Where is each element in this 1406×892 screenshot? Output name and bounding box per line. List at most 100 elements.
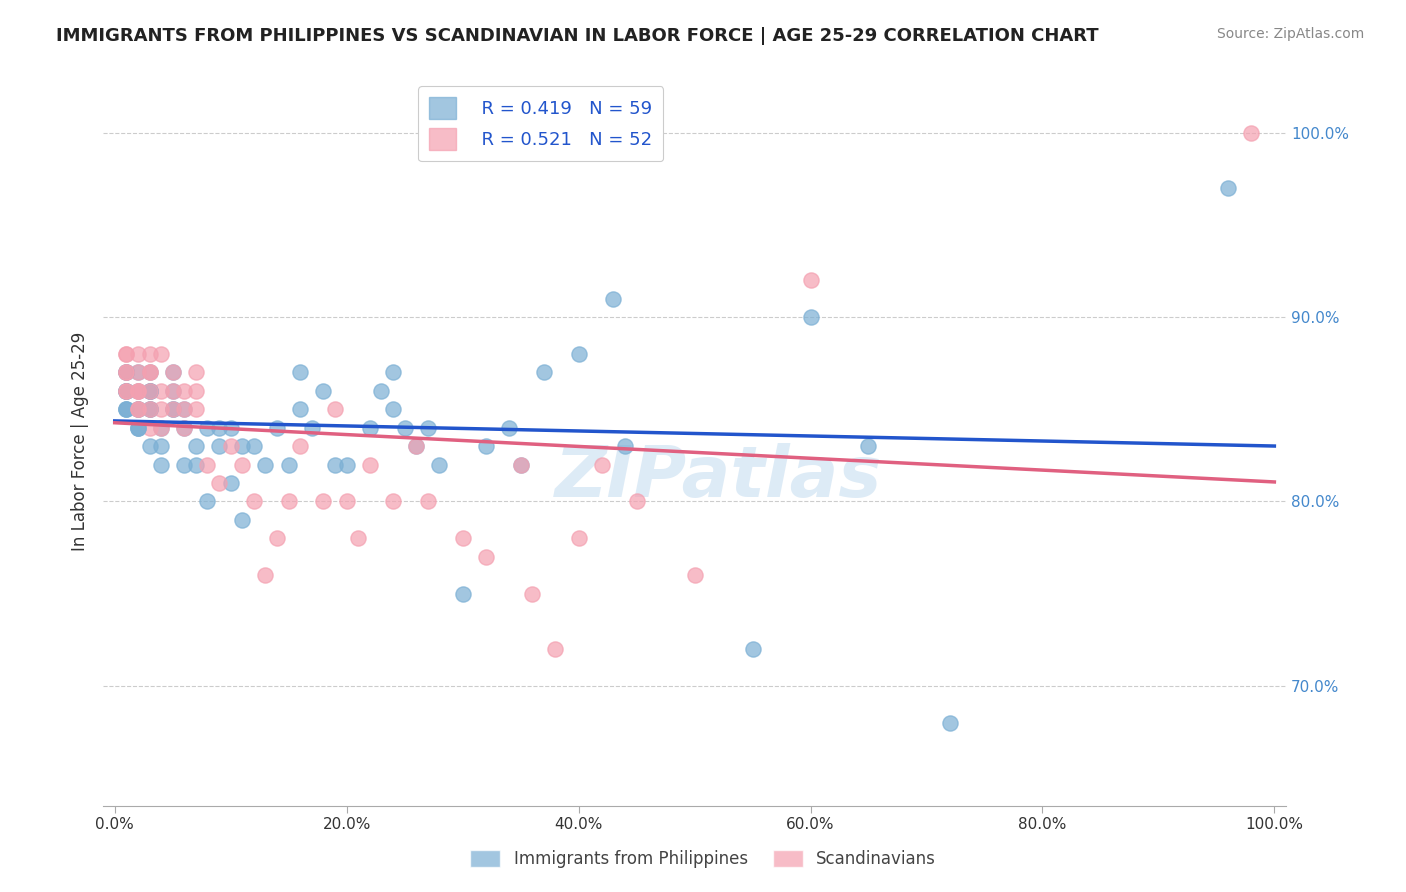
Point [138,402,160,417]
Point [138,365,160,379]
Point [184,365,207,379]
Text: ZIPatlas: ZIPatlas [554,443,882,512]
Point [626,494,648,508]
Point [683,568,706,582]
Point [173,402,195,417]
Point [394,420,416,434]
Point [115,365,138,379]
Point [138,384,160,398]
Point [382,365,405,379]
Point [266,531,288,545]
Point [208,439,231,453]
Point [382,494,405,508]
Point [115,365,138,379]
Point [127,365,149,379]
Point [173,458,195,472]
Point [231,439,253,453]
Point [162,402,184,417]
Point [522,586,544,600]
Point [336,458,359,472]
Point [254,458,277,472]
Point [127,420,149,434]
Point [173,420,195,434]
Point [115,365,138,379]
Point [312,384,335,398]
Point [138,384,160,398]
Point [127,402,149,417]
Point [138,420,160,434]
Point [115,384,138,398]
Point [336,494,359,508]
Point [323,458,346,472]
Point [150,347,173,361]
Point [219,420,242,434]
Point [509,458,531,472]
Point [858,439,880,453]
Point [405,439,427,453]
Point [150,420,173,434]
Point [127,402,149,417]
Point [799,310,821,324]
Point [138,365,160,379]
Point [359,420,381,434]
Point [197,420,219,434]
Point [138,384,160,398]
Point [254,568,277,582]
Point [219,475,242,490]
Legend:   R = 0.419   N = 59,   R = 0.521   N = 52: R = 0.419 N = 59, R = 0.521 N = 52 [418,87,664,161]
Point [115,384,138,398]
Point [312,494,335,508]
Point [208,420,231,434]
Point [799,273,821,287]
Point [1216,181,1239,195]
Point [162,365,184,379]
Point [277,458,299,472]
Point [533,365,555,379]
Point [323,402,346,417]
Point [173,402,195,417]
Point [127,402,149,417]
Point [115,347,138,361]
Point [498,420,520,434]
Point [568,347,591,361]
Point [138,347,160,361]
Y-axis label: In Labor Force | Age 25-29: In Labor Force | Age 25-29 [72,332,89,551]
Point [173,384,195,398]
Point [162,384,184,398]
Point [290,402,312,417]
Point [591,458,613,472]
Point [173,420,195,434]
Point [138,402,160,417]
Point [475,549,498,564]
Point [162,402,184,417]
Point [115,365,138,379]
Point [138,402,160,417]
Point [382,402,405,417]
Point [231,513,253,527]
Point [138,439,160,453]
Point [127,384,149,398]
Point [138,365,160,379]
Point [115,384,138,398]
Point [197,458,219,472]
Point [150,420,173,434]
Point [184,402,207,417]
Point [451,586,474,600]
Point [405,439,427,453]
Point [568,531,591,545]
Point [243,494,266,508]
Point [475,439,498,453]
Point [1240,126,1263,140]
Point [115,402,138,417]
Point [277,494,299,508]
Point [115,384,138,398]
Point [602,292,624,306]
Point [416,494,439,508]
Point [290,365,312,379]
Point [127,402,149,417]
Legend: Immigrants from Philippines, Scandinavians: Immigrants from Philippines, Scandinavia… [464,843,942,875]
Point [208,475,231,490]
Point [115,347,138,361]
Point [741,641,763,656]
Point [127,420,149,434]
